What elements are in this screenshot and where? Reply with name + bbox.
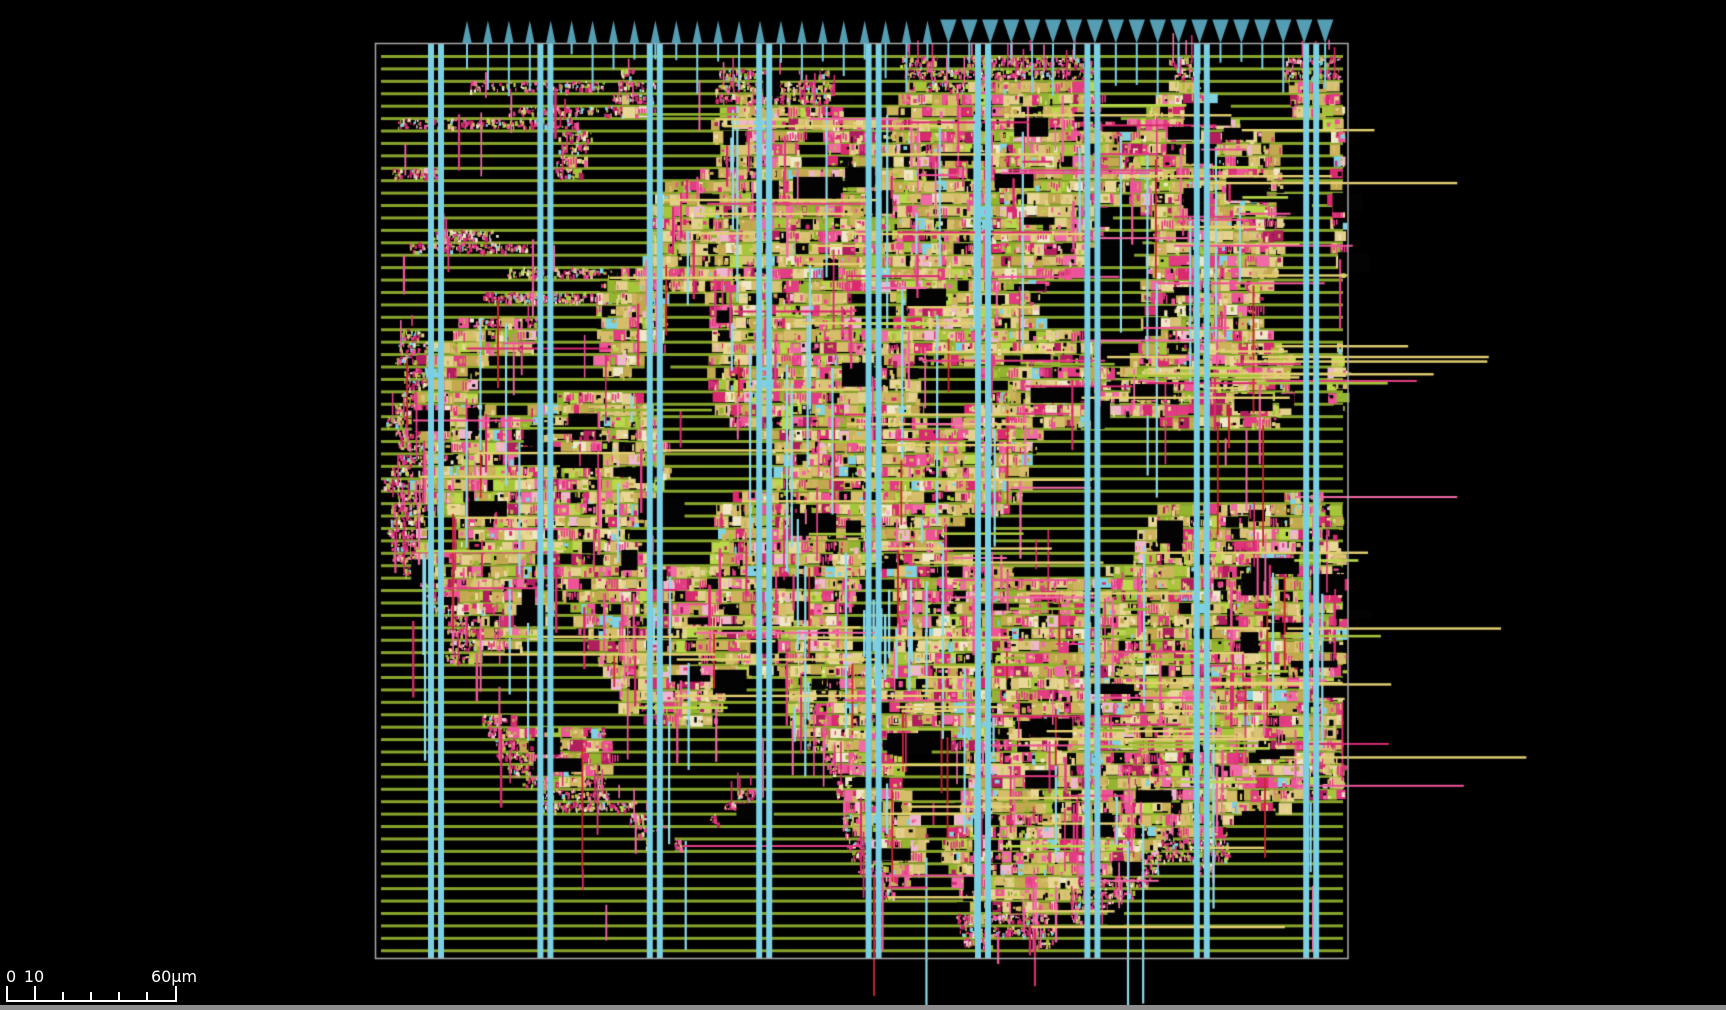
scale-label-end: 60μm [150,967,198,986]
scale-label-start: 0 [6,967,17,986]
scale-tick-0 [6,986,8,1000]
scale-tick-20 [62,992,64,1000]
scale-tick-10 [34,986,36,1000]
scale-tick-60 [175,986,177,1000]
scale-tick-30 [90,992,92,1000]
scale-tick-40 [118,992,120,1000]
scale-ruler [6,985,177,1002]
scale-label-10: 10 [23,967,45,986]
bottom-statusbar-strip [0,1005,1726,1010]
scale-bar: 0 10 60μm [6,968,226,1002]
scale-tick-50 [146,992,148,1000]
